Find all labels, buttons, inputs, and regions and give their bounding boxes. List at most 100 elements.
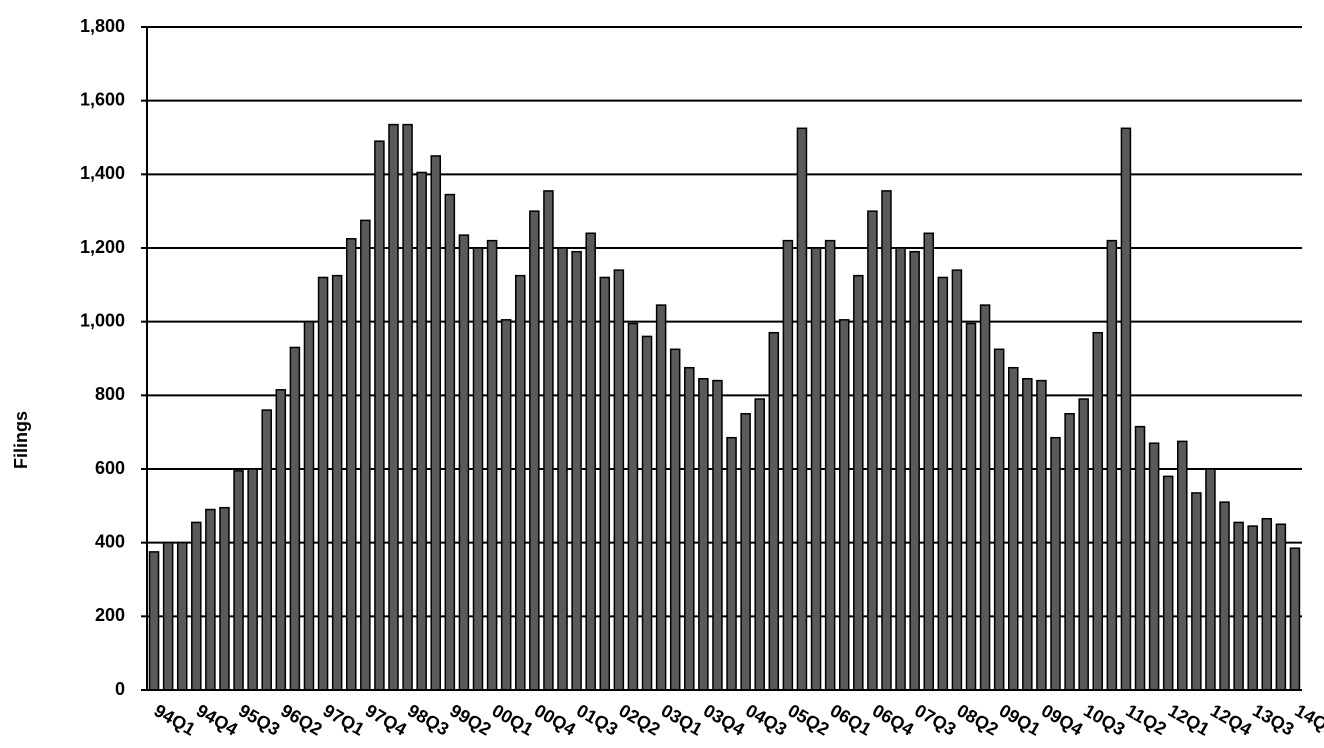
y-tick-label: 1,400: [80, 163, 125, 183]
x-tick-label: 04Q3: [742, 700, 790, 739]
bar: [472, 247, 484, 691]
bar: [458, 234, 470, 691]
bar: [191, 521, 202, 691]
x-tick-label: 12Q1: [1165, 700, 1213, 739]
bar: [740, 413, 751, 691]
x-tick-label: 14Q2: [1292, 700, 1324, 739]
x-tick-label: 01Q3: [573, 700, 621, 739]
bar: [162, 541, 174, 691]
bar: [1162, 475, 1174, 691]
bar: [1191, 492, 1202, 691]
bar: [923, 232, 934, 691]
bar: [1261, 517, 1273, 691]
bar: [754, 398, 765, 691]
bar: [838, 319, 850, 691]
bar: [289, 346, 301, 691]
bar: [148, 551, 160, 691]
y-tick-label: 600: [95, 458, 125, 478]
bar: [176, 541, 188, 691]
bar: [261, 409, 272, 691]
y-tick-label: 1,600: [80, 89, 125, 109]
x-tick-label: 03Q1: [658, 700, 706, 739]
bar: [1022, 378, 1033, 691]
bar: [430, 155, 442, 691]
bar: [219, 506, 230, 691]
bar: [416, 171, 427, 691]
bar: [824, 239, 836, 691]
bar: [655, 304, 667, 691]
x-tick-label: 09Q1: [996, 700, 1044, 739]
bar: [303, 320, 315, 691]
x-tick-label: 12Q4: [1207, 700, 1255, 739]
bar: [895, 247, 906, 691]
bar: [1233, 521, 1244, 691]
x-tick-label: 00Q1: [489, 700, 537, 739]
x-tick-label: 06Q1: [827, 700, 875, 739]
x-tick-label: 00Q4: [531, 700, 579, 739]
bar: [317, 276, 329, 691]
bar: [1134, 425, 1146, 691]
y-tick-label: 1,800: [80, 16, 125, 36]
bar: [698, 378, 709, 691]
bar: [515, 274, 526, 691]
bar: [402, 123, 413, 691]
x-tick-label: 02Q2: [615, 700, 663, 739]
bar: [627, 322, 639, 691]
bar: [388, 123, 399, 691]
bar: [768, 331, 780, 691]
bar: [360, 219, 371, 691]
x-tick-label: 97Q4: [362, 700, 410, 739]
x-tick-label: 08Q2: [953, 700, 1001, 739]
x-tick-label: 94Q4: [193, 700, 241, 739]
bar: [529, 210, 540, 691]
bar: [1106, 239, 1118, 691]
bar: [726, 436, 737, 691]
bar: [796, 127, 808, 691]
bar: [543, 190, 554, 691]
y-tick-label: 200: [95, 605, 125, 625]
bar: [782, 239, 794, 691]
x-tick-label: 97Q1: [320, 700, 368, 739]
bar: [1064, 413, 1075, 691]
y-axis-label: Filings: [11, 411, 31, 469]
x-tick-label: 07Q3: [911, 700, 959, 739]
bar: [712, 379, 723, 691]
x-tick-label: 98Q3: [404, 700, 452, 739]
bar: [1219, 501, 1230, 691]
bar: [1289, 547, 1301, 691]
y-tick-label: 800: [95, 384, 125, 404]
bar: [1078, 398, 1089, 691]
bar: [669, 348, 681, 691]
x-tick-label: 13Q3: [1249, 700, 1297, 739]
bar: [1205, 468, 1216, 691]
bar: [345, 238, 357, 691]
bar: [951, 269, 963, 691]
bar: [909, 250, 920, 691]
x-tick-label: 95Q3: [235, 700, 283, 739]
bar: [247, 468, 258, 691]
bar: [486, 239, 498, 691]
bar: [1050, 436, 1061, 691]
bar: [1036, 379, 1047, 691]
bar: [1120, 127, 1132, 691]
bar: [1275, 523, 1287, 691]
bar: [444, 193, 456, 691]
bar: [867, 210, 878, 691]
bar: [993, 348, 1005, 691]
bar: [979, 304, 991, 691]
x-tick-label: 03Q4: [700, 700, 748, 739]
x-tick-label: 05Q2: [784, 700, 832, 739]
y-tick-label: 400: [95, 531, 125, 551]
bar: [965, 322, 977, 691]
x-tick-label: 94Q1: [151, 700, 199, 739]
bar: [205, 508, 216, 691]
bar: [599, 276, 611, 691]
y-tick-label: 1,200: [80, 237, 125, 257]
bar: [275, 389, 287, 691]
bar: [1177, 440, 1188, 691]
x-tick-label: 06Q4: [869, 700, 917, 739]
bar: [1148, 442, 1160, 691]
x-tick-label: 09Q4: [1038, 700, 1086, 739]
x-tick-label: 11Q2: [1123, 700, 1170, 739]
